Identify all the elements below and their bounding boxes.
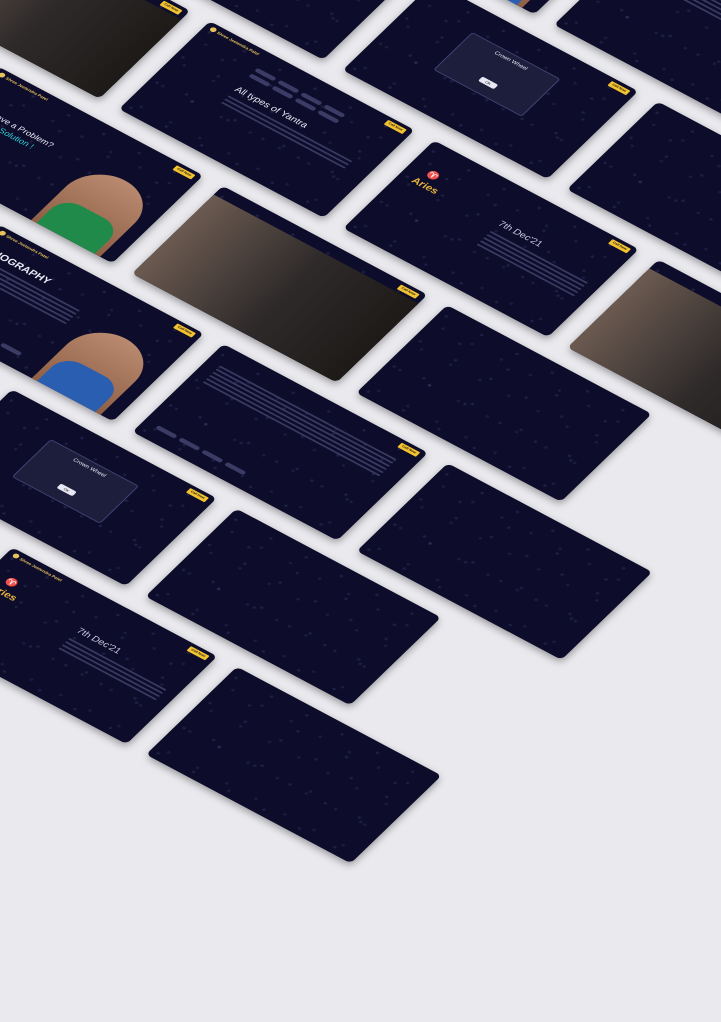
text-line [58, 647, 157, 701]
call-button[interactable]: Call Now [186, 487, 210, 502]
call-button[interactable]: Call Now [397, 442, 421, 457]
brand-text: Shree Jeetendra Patel [4, 75, 50, 102]
pill [178, 437, 201, 451]
text-line [227, 95, 353, 163]
brand: Shree Jeetendra Patel [11, 552, 64, 583]
call-button[interactable]: Call Now [607, 80, 631, 95]
brand-text: Shree Jeetendra Patel [5, 234, 51, 260]
call-button[interactable]: Call Now [383, 119, 408, 134]
brand-text: Shree Jeetendra Patel [18, 556, 64, 582]
pill [0, 342, 23, 357]
hero-headline: You have a Problem? I have a Solution ! [0, 102, 57, 157]
brand: Shree Jeetendra Patel [0, 71, 50, 102]
pill-grid [0, 306, 23, 357]
call-button[interactable]: Call Now [172, 164, 196, 180]
text-block [627, 0, 721, 62]
pill-grid [155, 425, 247, 476]
portrait-photo [31, 162, 160, 257]
ok-button[interactable]: OK [478, 76, 499, 90]
pill [155, 425, 178, 439]
text-line [631, 0, 721, 58]
call-button[interactable]: Call Now [186, 645, 210, 661]
pill [200, 449, 224, 464]
brand: Shree Jeetendra Patel [208, 26, 261, 56]
ok-button[interactable]: OK [56, 483, 77, 497]
text-line [479, 240, 579, 294]
brand-text: Shree Jeetendra Patel [216, 30, 261, 56]
text-line [628, 0, 721, 61]
call-button[interactable]: Call Now [608, 238, 632, 254]
call-button[interactable]: Call Now [173, 322, 197, 338]
portrait-photo [31, 320, 161, 415]
pill [223, 461, 247, 476]
